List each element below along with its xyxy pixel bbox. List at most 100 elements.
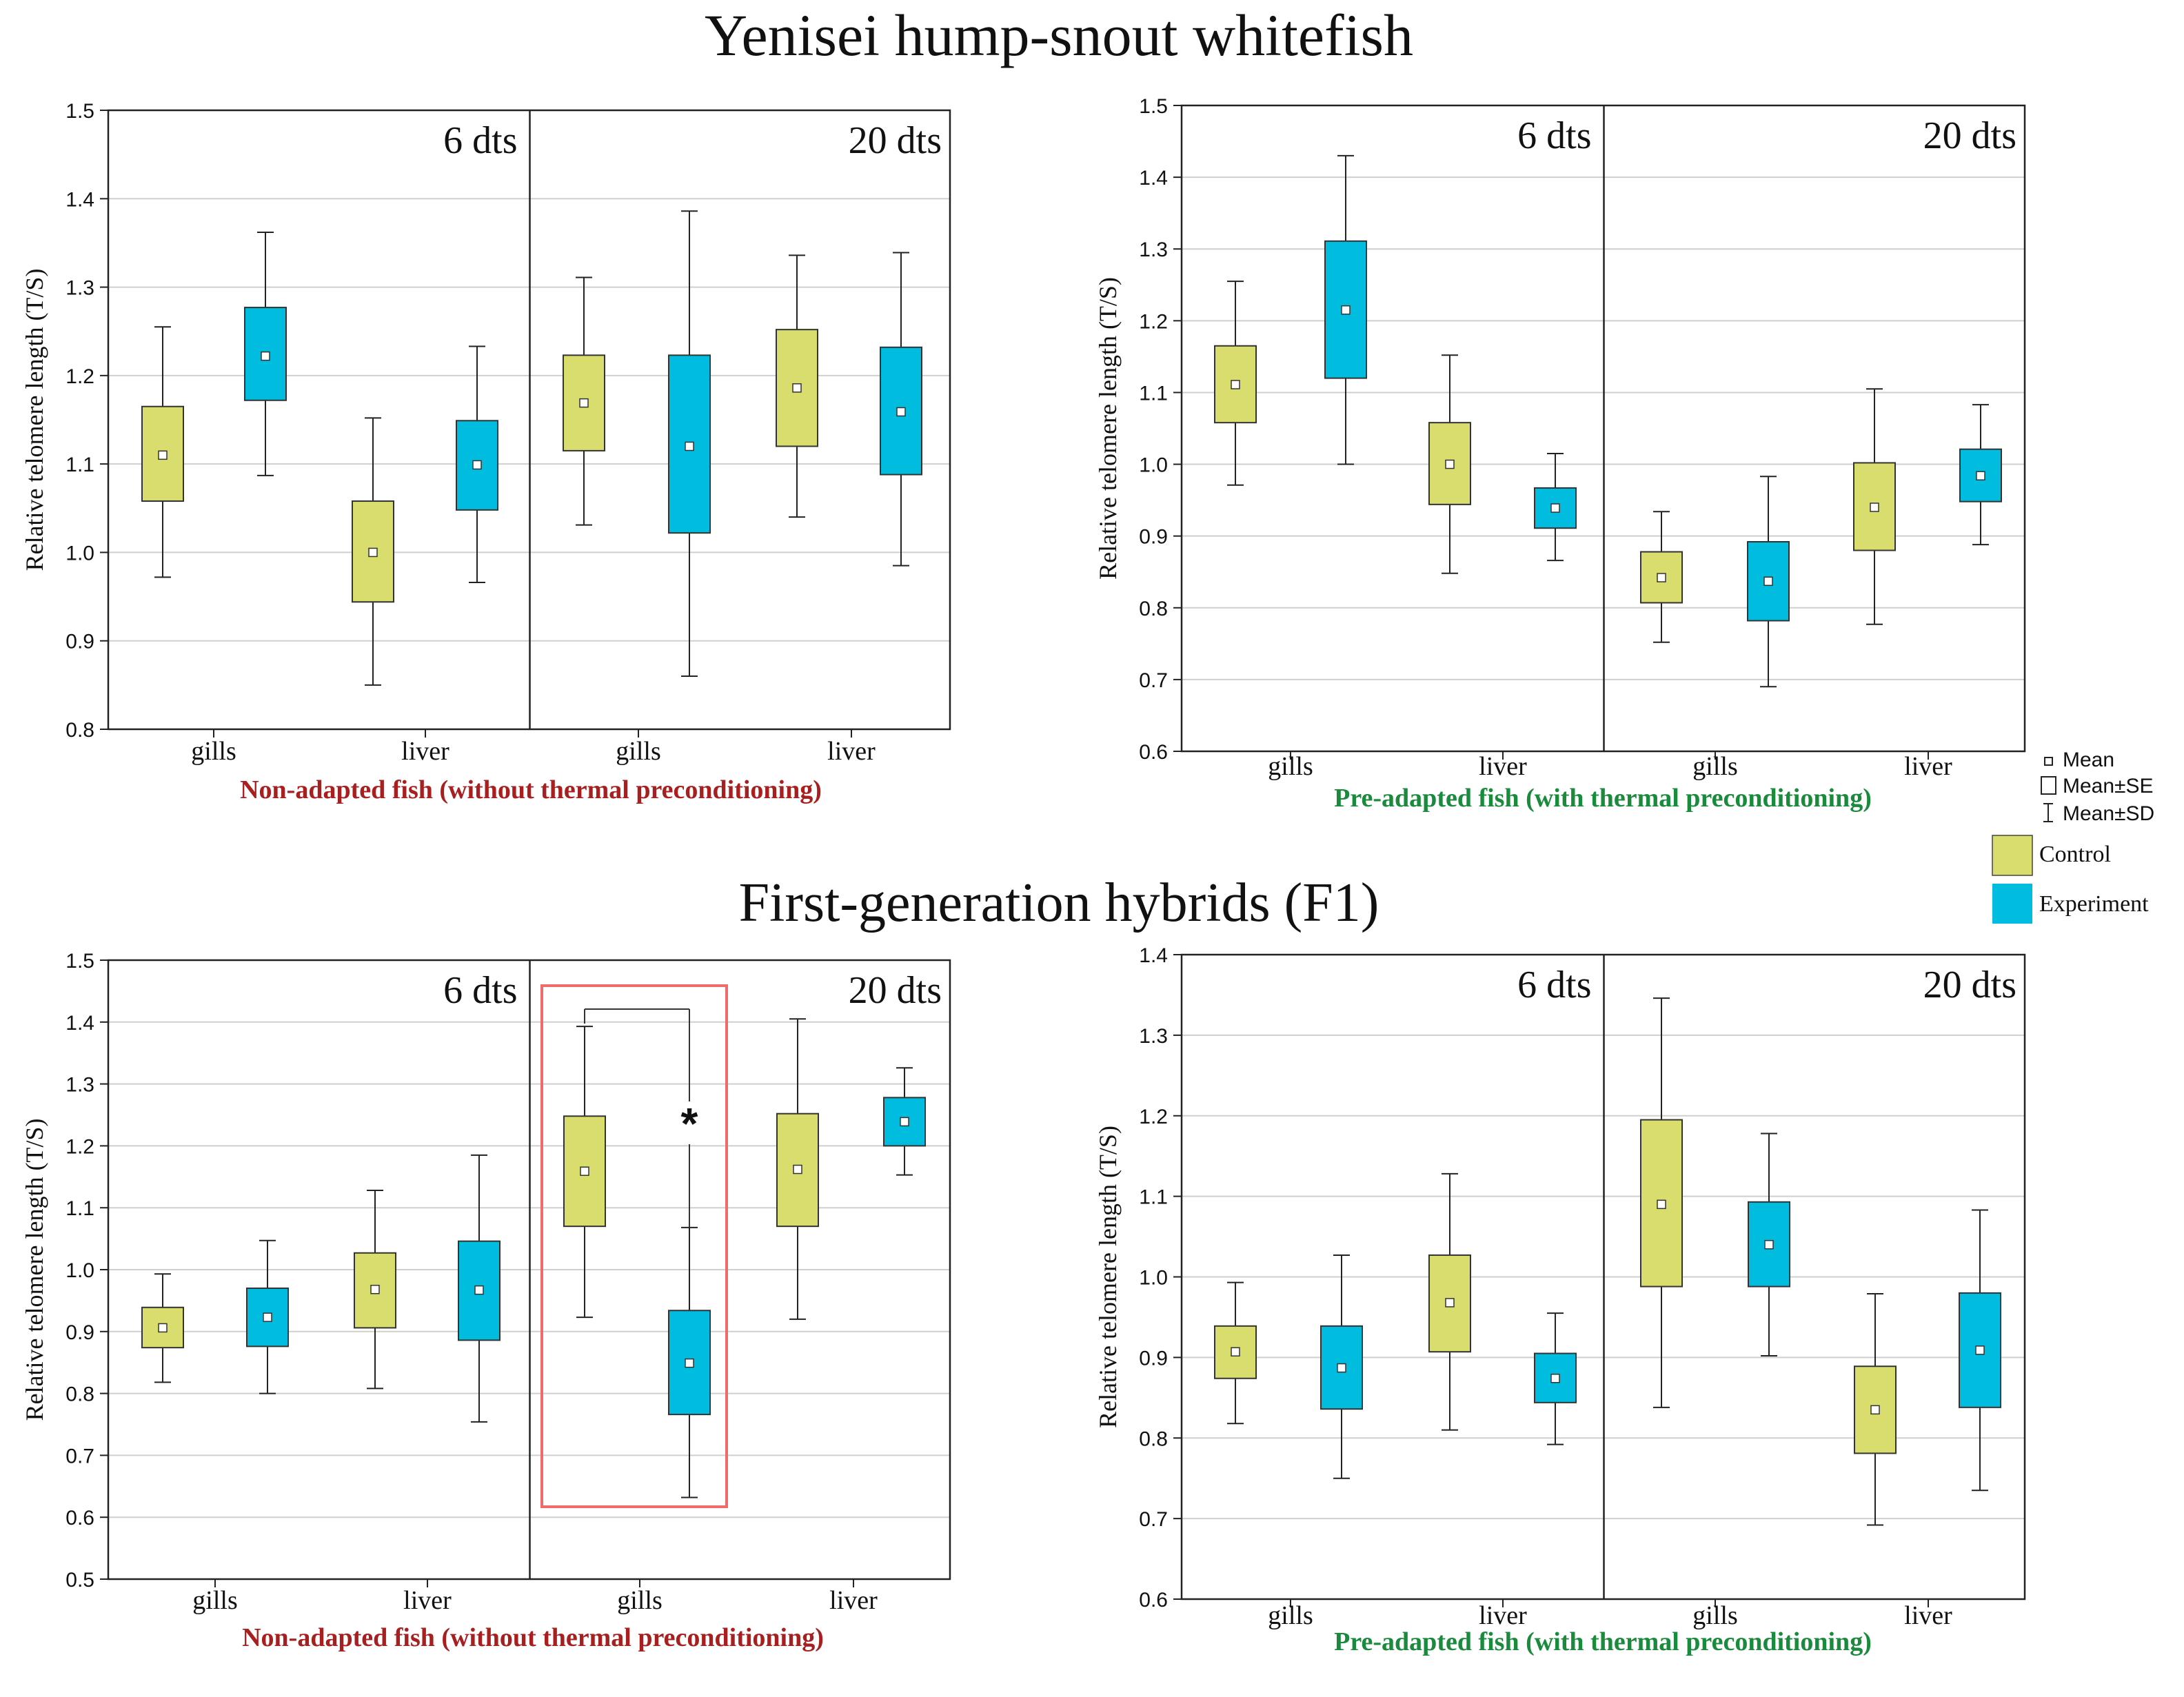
y-tick-label: 0.8	[65, 719, 94, 742]
y-tick-label: 1.1	[65, 1197, 94, 1220]
section-label-20dts: 20 dts	[849, 119, 942, 162]
mean-marker	[1231, 380, 1240, 389]
mean-marker	[158, 450, 168, 460]
mean-marker	[1231, 1347, 1240, 1356]
y-tick-label: 0.9	[1139, 526, 1168, 549]
mean-marker	[474, 1285, 484, 1295]
highlight-box	[540, 984, 728, 1508]
x-tick-label: gills	[1692, 752, 1737, 781]
section-label-6dts: 6 dts	[443, 119, 517, 162]
mean-marker	[579, 398, 589, 408]
x-tick-label: gills	[191, 737, 236, 766]
legend-sd-label: Mean±SD	[2063, 802, 2154, 825]
x-tick-label: liver	[1479, 752, 1527, 781]
y-tick-label: 0.6	[65, 1507, 94, 1530]
bottom-title: First-generation hybrids (F1)	[739, 873, 1379, 933]
mean-marker	[158, 1323, 168, 1333]
y-tick-label: 0.8	[1139, 1427, 1168, 1450]
y-axis-label: Relative telomere length (T/S)	[21, 269, 48, 571]
y-tick-label: 1.4	[65, 188, 94, 211]
legend-experiment-label: Experiment	[2039, 891, 2149, 917]
y-axis-label: Relative telomere length (T/S)	[21, 1119, 48, 1421]
se-box-control	[1214, 345, 1257, 424]
y-tick-label: 0.8	[65, 1383, 94, 1406]
legend-experiment-swatch	[1992, 884, 2032, 924]
y-tick-label: 0.9	[65, 631, 94, 653]
y-tick-label: 0.6	[1139, 1589, 1168, 1612]
mean-marker	[1341, 305, 1351, 315]
x-tick-label: liver	[827, 737, 876, 766]
y-tick-label: 0.8	[1139, 598, 1168, 620]
panel-caption: Non-adapted fish (without thermal precon…	[240, 775, 822, 804]
mean-marker	[1550, 503, 1560, 513]
mean-marker	[1764, 1240, 1774, 1250]
mean-marker	[685, 1358, 694, 1368]
x-tick-label: liver	[1904, 752, 1952, 781]
chart-panel-p4: 0.6 0.7 0.8 0.9 1.0 1.1 1.2 1.3 1.4 6 dts 20 dts gi…	[1094, 944, 2026, 1656]
mean-marker	[1657, 1199, 1666, 1210]
x-tick-label: gills	[1268, 752, 1313, 781]
mean-marker	[1763, 576, 1773, 587]
legend-mean-marker	[2044, 757, 2053, 766]
y-tick-label: 1.5	[65, 100, 94, 123]
y-tick-label: 1.3	[1139, 238, 1168, 261]
panel-caption: Pre-adapted fish (with thermal precondit…	[1334, 784, 1872, 813]
section-label-6dts: 6 dts	[443, 969, 517, 1012]
y-tick-label: 1.2	[65, 365, 94, 388]
y-tick-label: 1.0	[1139, 1267, 1168, 1290]
y-tick-label: 1.3	[65, 277, 94, 300]
section-label-6dts: 6 dts	[1517, 114, 1591, 157]
x-tick-label: liver	[1904, 1601, 1952, 1630]
mean-marker	[900, 1117, 909, 1127]
mean-marker	[472, 460, 482, 470]
y-tick-label: 1.5	[65, 950, 94, 973]
mean-marker	[1976, 471, 1985, 480]
mean-marker	[685, 441, 694, 451]
y-tick-label: 1.0	[1139, 454, 1168, 477]
y-tick-label: 1.2	[1139, 310, 1168, 333]
panel-caption: Pre-adapted fish (with thermal precondit…	[1334, 1627, 1872, 1656]
chart-panel-p2: 0.6 0.7 0.8 0.9 1.0 1.1 1.2 1.3 1.4 1.5 6 dts 20 dt…	[1094, 95, 2026, 813]
section-label-20dts: 20 dts	[849, 969, 942, 1012]
significance-star: *	[681, 1099, 698, 1148]
y-tick-label: 0.9	[65, 1321, 94, 1344]
y-tick-label: 1.1	[65, 454, 94, 476]
y-tick-label: 1.4	[1139, 944, 1168, 967]
mean-marker	[1445, 459, 1455, 469]
y-tick-label: 0.6	[1139, 741, 1168, 764]
x-tick-label: gills	[617, 1586, 662, 1615]
se-box-experiment	[1959, 448, 2002, 502]
mean-marker	[1975, 1345, 1985, 1355]
mean-marker	[1550, 1374, 1560, 1383]
mean-marker	[1445, 1298, 1455, 1308]
y-tick-label: 0.5	[65, 1569, 94, 1592]
y-tick-label: 0.7	[65, 1445, 94, 1467]
y-tick-label: 1.4	[65, 1012, 94, 1035]
mean-marker	[261, 351, 270, 361]
y-tick-label: 1.3	[65, 1074, 94, 1097]
legend-control-swatch	[1992, 835, 2033, 876]
y-tick-label: 1.0	[65, 1259, 94, 1282]
se-box-control	[141, 1306, 184, 1349]
x-tick-label: liver	[829, 1586, 878, 1615]
y-tick-label: 0.7	[1139, 669, 1168, 692]
se-box-control	[1853, 462, 1896, 551]
x-tick-label: gills	[1268, 1601, 1313, 1630]
legend-control-label: Control	[2039, 842, 2111, 867]
legend: Mean Mean±SE Mean±SD Control Experiment	[1992, 749, 2154, 924]
x-tick-label: liver	[1479, 1601, 1527, 1630]
y-tick-label: 1.1	[1139, 382, 1168, 405]
mean-marker	[263, 1312, 272, 1322]
mean-marker	[792, 383, 802, 393]
y-axis-label: Relative telomere length (T/S)	[1094, 1126, 1122, 1428]
mean-marker	[1870, 1405, 1880, 1415]
legend-se-label: Mean±SE	[2063, 775, 2154, 797]
x-tick-label: liver	[401, 737, 449, 766]
y-tick-label: 0.9	[1139, 1347, 1168, 1370]
section-label-20dts: 20 dts	[1923, 964, 2016, 1006]
y-tick-label: 1.2	[65, 1135, 94, 1158]
top-title: Yenisei hump-snout whitefish	[705, 2, 1413, 68]
y-tick-label: 1.2	[1139, 1106, 1168, 1128]
y-tick-label: 1.4	[1139, 167, 1168, 190]
